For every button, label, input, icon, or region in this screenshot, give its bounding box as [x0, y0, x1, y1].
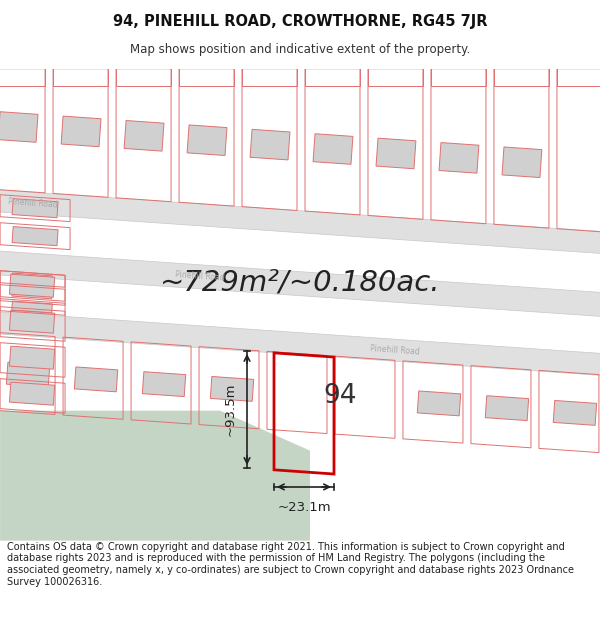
Text: 94: 94 — [323, 384, 357, 409]
Bar — [12, 301, 52, 313]
Bar — [10, 382, 55, 405]
Bar — [10, 310, 55, 333]
Text: Pinehill Road: Pinehill Road — [8, 197, 58, 209]
Bar — [0, 112, 38, 142]
Bar — [187, 125, 227, 156]
Bar — [502, 147, 542, 178]
Bar — [12, 227, 58, 246]
Bar — [142, 372, 186, 397]
Text: Pinehill Road: Pinehill Road — [370, 344, 419, 356]
Text: Contains OS data © Crown copyright and database right 2021. This information is : Contains OS data © Crown copyright and d… — [7, 542, 574, 587]
Bar — [10, 346, 55, 369]
Bar — [124, 121, 164, 151]
Polygon shape — [0, 411, 310, 541]
Bar — [74, 367, 118, 392]
Bar — [61, 116, 101, 147]
Text: Pinehill Road: Pinehill Road — [175, 271, 225, 283]
Text: ~729m²/~0.180ac.: ~729m²/~0.180ac. — [160, 269, 440, 297]
Polygon shape — [0, 312, 600, 376]
Bar — [485, 396, 529, 421]
Bar — [250, 129, 290, 160]
Text: ~93.5m: ~93.5m — [224, 382, 237, 436]
Text: 94, PINEHILL ROAD, CROWTHORNE, RG45 7JR: 94, PINEHILL ROAD, CROWTHORNE, RG45 7JR — [113, 14, 487, 29]
Bar — [313, 134, 353, 164]
Bar — [417, 391, 461, 416]
Bar — [7, 362, 50, 387]
Text: ~23.1m: ~23.1m — [277, 501, 331, 514]
Bar — [12, 199, 58, 217]
Text: Map shows position and indicative extent of the property.: Map shows position and indicative extent… — [130, 42, 470, 56]
Polygon shape — [0, 251, 600, 317]
Bar — [553, 401, 596, 426]
Bar — [12, 273, 52, 285]
Bar — [439, 142, 479, 173]
Bar — [376, 138, 416, 169]
Bar — [12, 287, 52, 299]
Bar — [10, 274, 55, 298]
Bar — [211, 376, 254, 401]
Polygon shape — [0, 190, 600, 254]
